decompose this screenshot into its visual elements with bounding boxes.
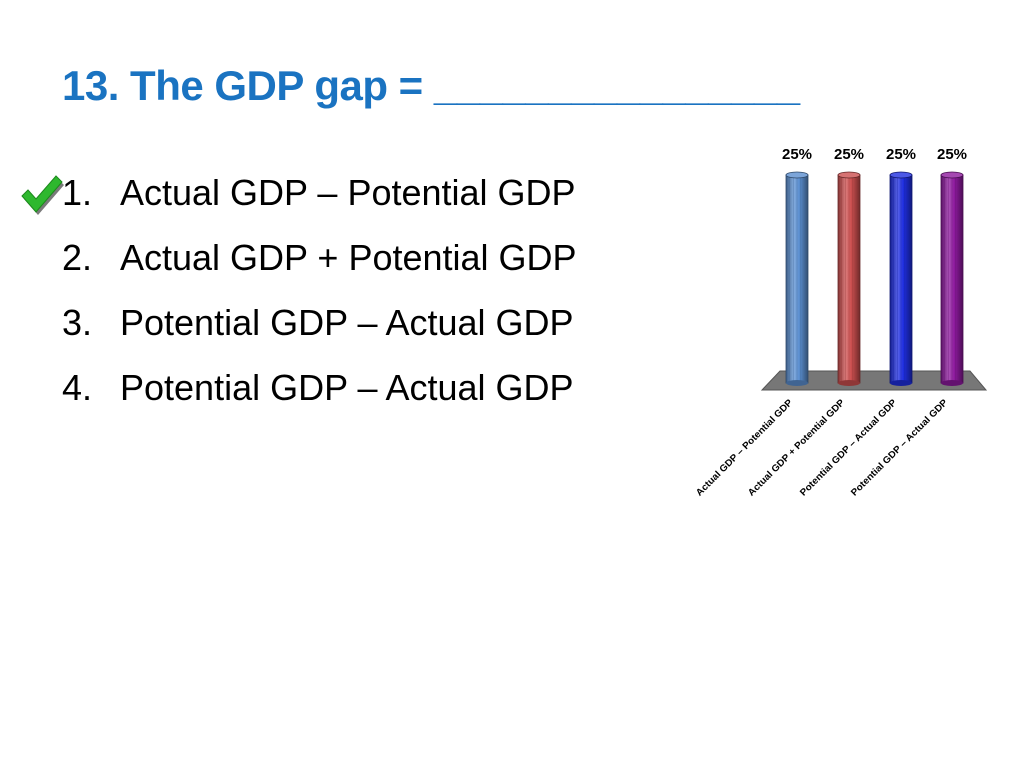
bar-base-3 [890,380,912,386]
bar-cap-3 [889,171,913,179]
checkmark-icon [21,175,64,215]
answer-options: 1. Actual GDP – Potential GDP 2. Actual … [62,160,577,420]
option-text: Potential GDP – Actual GDP [120,301,574,343]
option-text: Actual GDP + Potential GDP [120,236,577,278]
option-number: 3. [62,301,93,343]
option-text: Potential GDP – Actual GDP [120,366,574,408]
answer-option-1[interactable]: 1. Actual GDP – Potential GDP [62,160,577,225]
answer-option-4[interactable]: 4. Potential GDP – Actual GDP [62,355,577,420]
bar-base-2 [838,380,860,386]
question-title: 13. The GDP gap = ________________ [62,62,800,109]
bar-base-4 [941,380,963,386]
response-chart: 25% Actual GDP – Potential GDP 25% Actual G… [694,146,988,499]
bar-cap-1 [785,171,809,179]
category-label-2: Actual GDP + Potential GDP [746,397,848,499]
category-label-3: Potential GDP – Actual GDP [798,397,900,499]
option-number: 4. [62,366,93,408]
category-label-4: Potential GDP – Actual GDP [849,397,951,499]
answer-option-2[interactable]: 2. Actual GDP + Potential GDP [62,225,577,290]
option-number: 1. [62,171,93,213]
data-label-4: 25% [937,146,967,163]
data-label-2: 25% [834,146,864,163]
answer-option-3[interactable]: 3. Potential GDP – Actual GDP [62,290,577,355]
bar-cap-2 [837,171,861,179]
bar-cap-4 [940,171,964,179]
data-label-1: 25% [782,146,812,163]
category-label-1: Actual GDP – Potential GDP [694,397,796,499]
bar-base-1 [786,380,808,386]
option-text: Actual GDP – Potential GDP [120,171,576,213]
option-number: 2. [62,236,93,278]
data-label-3: 25% [886,146,916,163]
